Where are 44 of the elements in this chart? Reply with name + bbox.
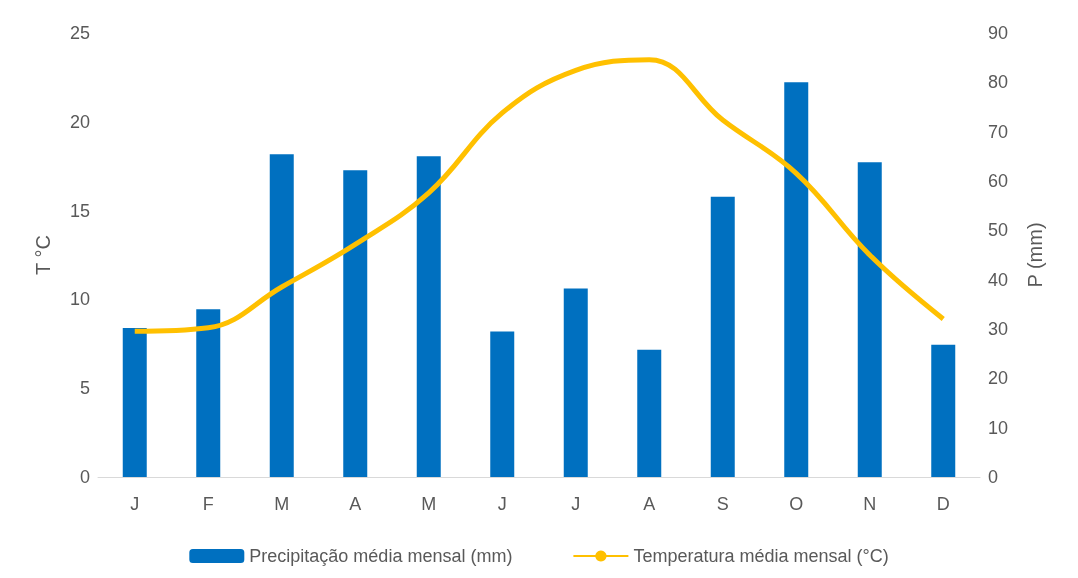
y-tick-label: 5 — [79, 378, 90, 399]
y2-tick-label: 70 — [988, 121, 1009, 142]
bar — [637, 349, 662, 477]
x-tick-label: S — [716, 494, 729, 514]
x-tick-label: A — [643, 494, 656, 514]
bar — [857, 162, 882, 477]
x-tick-label: J — [571, 494, 581, 514]
y2-tick-label: 20 — [988, 368, 1009, 389]
y-tick-label: 25 — [69, 23, 90, 43]
x-tick-label: D — [936, 494, 950, 514]
legend-label: Temperatura média mensal (°C) — [633, 546, 889, 566]
bar — [343, 170, 368, 477]
legend-label: Precipitação média mensal (mm) — [249, 546, 513, 566]
y2-tick-label: 60 — [988, 171, 1009, 191]
y2-tick-label: 30 — [988, 319, 1009, 339]
bar — [122, 328, 147, 477]
y-tick-label: 15 — [69, 200, 90, 221]
x-tick-label: F — [202, 494, 214, 514]
bar — [784, 82, 809, 477]
bar — [269, 154, 294, 477]
x-tick-label: M — [421, 494, 437, 514]
y2-tick-label: 90 — [988, 23, 1009, 43]
y2-tick-label: 0 — [988, 467, 999, 487]
y2-axis-title: P (mm) — [1024, 222, 1046, 288]
bar — [490, 331, 515, 477]
bar — [931, 344, 956, 477]
bar — [563, 288, 588, 477]
x-tick-label: O — [789, 494, 804, 514]
bar — [196, 309, 221, 477]
x-tick-label: A — [349, 494, 362, 514]
y2-tick-label: 50 — [988, 220, 1009, 241]
y-tick-label: 0 — [79, 467, 90, 487]
y2-tick-label: 10 — [988, 417, 1009, 438]
y2-tick-label: 80 — [988, 72, 1009, 93]
bar — [710, 196, 735, 477]
x-tick-label: J — [130, 494, 140, 514]
bar — [416, 156, 441, 477]
y-tick-label: 10 — [69, 289, 90, 310]
y2-tick-label: 40 — [988, 269, 1009, 290]
x-tick-label: N — [863, 494, 877, 514]
y-axis-title: T °C — [32, 235, 54, 275]
x-tick-label: M — [274, 494, 290, 514]
x-tick-label: J — [497, 494, 507, 514]
y-tick-label: 20 — [69, 111, 90, 132]
